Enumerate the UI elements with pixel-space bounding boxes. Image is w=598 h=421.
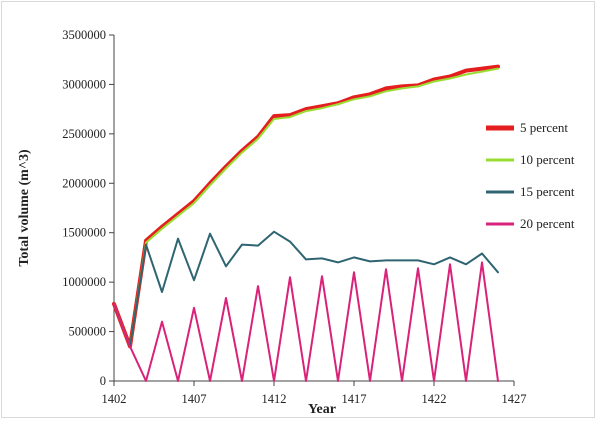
series-line-1 (112, 64, 500, 349)
y-tick-label: 0 (100, 374, 106, 388)
legend-label-2: 10 percent (520, 152, 575, 167)
legend-label-4: 20 percent (520, 216, 575, 231)
x-tick-label: 1412 (262, 392, 287, 406)
x-axis-title: Year (308, 402, 336, 417)
y-tick-label: 2500000 (62, 127, 106, 141)
y-tick-label: 1500000 (62, 226, 106, 240)
x-tick-label: 1402 (102, 392, 127, 406)
y-tick-label: 3500000 (62, 28, 106, 42)
legend-label-3: 15 percent (520, 184, 575, 199)
y-tick-label: 1000000 (62, 275, 106, 289)
y-tick-label: 500000 (69, 325, 107, 339)
x-tick-label: 1407 (182, 392, 207, 406)
series-line-4 (113, 261, 499, 382)
x-tick-label: 1427 (502, 392, 527, 406)
x-tick-label: 1422 (422, 392, 447, 406)
y-tick-label: 3000000 (62, 77, 106, 91)
y-tick-label: 2000000 (62, 176, 106, 190)
series-line-2 (113, 67, 499, 348)
series-line-3 (113, 230, 499, 348)
legend-label-1: 5 percent (520, 120, 568, 135)
x-tick-label: 1417 (342, 392, 367, 406)
y-axis-title: Total volume (m^3) (17, 149, 32, 267)
